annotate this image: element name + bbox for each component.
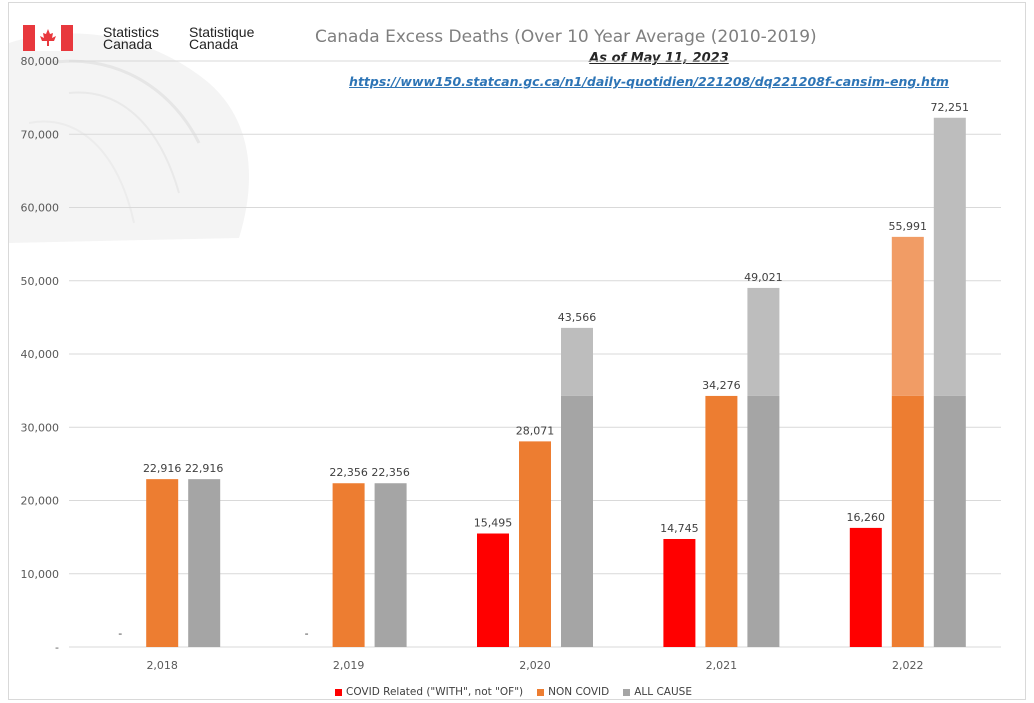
legend-item-non-covid: NON COVID xyxy=(537,686,609,698)
bar-2 xyxy=(374,483,407,647)
data-label: 22,916 xyxy=(185,462,224,475)
legend-swatch-all-cause xyxy=(623,688,631,696)
bar-2-upper xyxy=(561,327,593,396)
bar-1 xyxy=(705,395,738,647)
legend-item-covid: COVID Related ("WITH", not "OF") xyxy=(335,686,523,698)
y-tick-label: 70,000 xyxy=(21,128,60,141)
y-tick-label: 50,000 xyxy=(21,275,60,288)
maple-leaf-icon xyxy=(23,25,73,51)
y-tick-label: 80,000 xyxy=(21,55,60,68)
chart-subtitle: As of May 11, 2023 xyxy=(589,51,729,66)
bar-2-lower xyxy=(933,395,966,647)
x-tick-label: 2,018 xyxy=(146,659,178,672)
legend-swatch-covid xyxy=(335,688,342,696)
chart-title: Canada Excess Deaths (Over 10 Year Avera… xyxy=(315,27,817,47)
logo-text-fr-2: Canada xyxy=(189,36,239,52)
logo-text-en-2: Canada xyxy=(103,36,153,52)
bar-chart: - 10,000 20,000 30,000 40,000 50,000 60,000 70,… xyxy=(21,55,1001,672)
data-label: 22,916 xyxy=(143,462,182,475)
data-label: - xyxy=(118,627,122,640)
y-tick-label: 10,000 xyxy=(21,568,60,581)
bar-2-upper xyxy=(747,287,780,396)
x-tick-label: 2,019 xyxy=(333,659,365,672)
chart-source-link[interactable]: https://www150.statcan.gc.ca/n1/daily-qu… xyxy=(349,74,949,89)
y-tick-label: 30,000 xyxy=(21,421,60,434)
data-label: 72,251 xyxy=(931,101,970,114)
logo-text-fr-1: Statistique xyxy=(189,24,255,40)
logo-text-en-1: Statistics xyxy=(103,24,160,40)
bar-0 xyxy=(663,538,696,647)
chart-legend: COVID Related ("WITH", not "OF") NON COV… xyxy=(335,686,692,698)
chart-frame: Statistics Canada Statistique Canada Can… xyxy=(8,2,1026,700)
statistics-canada-logo: Statistics Canada Statistique Canada xyxy=(23,23,283,59)
x-tick-label: 2,021 xyxy=(706,659,738,672)
bar-2 xyxy=(188,479,221,647)
data-label: 43,566 xyxy=(558,311,597,324)
bar-2-lower xyxy=(747,395,780,647)
data-label: 28,071 xyxy=(516,424,555,437)
data-label: 22,356 xyxy=(371,466,410,479)
bar-1-lower xyxy=(891,395,924,647)
data-label: - xyxy=(305,627,309,640)
y-tick-label: - xyxy=(55,641,59,654)
legend-label-non-covid: NON COVID xyxy=(548,686,610,698)
bar-0 xyxy=(477,533,509,647)
bar-0 xyxy=(849,527,882,647)
bar-2-upper xyxy=(933,117,966,396)
data-label: 49,021 xyxy=(744,271,783,284)
legend-label-covid: COVID Related ("WITH", not "OF") xyxy=(346,686,524,698)
data-label: 55,991 xyxy=(889,220,928,233)
data-label: 14,745 xyxy=(660,522,699,535)
legend-label-all-cause: ALL CAUSE xyxy=(634,686,692,698)
bar-1 xyxy=(519,441,551,647)
data-label: 22,356 xyxy=(329,466,368,479)
data-label: 34,276 xyxy=(702,379,741,392)
bar-1-upper xyxy=(891,236,924,396)
bar-1 xyxy=(332,483,365,647)
y-tick-label: 20,000 xyxy=(21,495,60,508)
x-tick-label: 2,020 xyxy=(519,659,551,672)
x-tick-label: 2,022 xyxy=(892,659,924,672)
bar-1 xyxy=(146,479,179,647)
legend-swatch-non-covid xyxy=(537,688,545,696)
bar-2-lower xyxy=(561,395,593,647)
background-watermark xyxy=(9,33,249,243)
y-tick-label: 60,000 xyxy=(21,202,60,215)
data-label: 16,260 xyxy=(847,511,886,524)
data-label: 15,495 xyxy=(474,516,513,529)
y-tick-label: 40,000 xyxy=(21,348,60,361)
legend-item-all-cause: ALL CAUSE xyxy=(623,686,692,698)
